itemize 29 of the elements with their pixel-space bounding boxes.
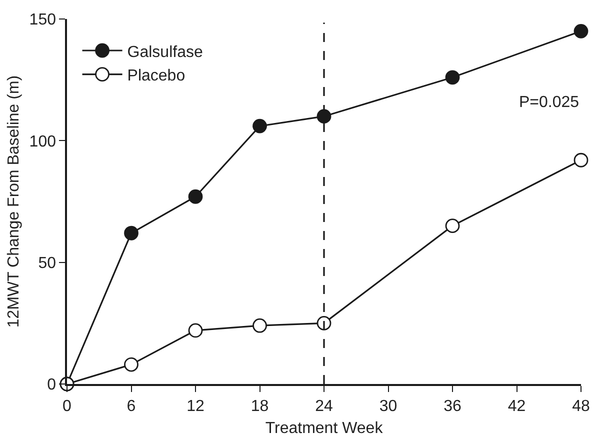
point (445, 70, 460, 85)
point (124, 226, 138, 240)
x-tick-label: 0 (62, 398, 72, 415)
point (188, 323, 203, 338)
annotation: P=0.025 (519, 94, 580, 111)
point (574, 24, 588, 38)
x-tick-label: 30 (379, 398, 398, 415)
x-axis-title: Treatment Week (265, 420, 384, 438)
y-tick-label: 150 (29, 12, 56, 29)
x-tick-label: 42 (508, 398, 526, 415)
x-tick-label: 12 (186, 398, 204, 415)
x-tick-label: 48 (572, 398, 590, 415)
point (252, 118, 267, 134)
y-tick-label: 0 (47, 376, 56, 394)
point (188, 189, 203, 204)
legend-label: Placebo (127, 68, 186, 85)
x-tick-label: 18 (250, 398, 269, 415)
x-tick-label: 36 (444, 398, 462, 415)
y-tick-label: 100 (29, 133, 56, 150)
x-tick-label: 6 (126, 398, 136, 415)
point (574, 152, 588, 168)
y-tick-label: 50 (38, 254, 56, 272)
point (124, 357, 138, 372)
x-tick-label: 24 (315, 398, 333, 415)
point (252, 318, 267, 333)
point (445, 218, 460, 234)
legend-label: Galsulfase (127, 44, 203, 61)
y-axis-title: 12MWT Change From Baseline (m) (6, 75, 23, 328)
point (316, 109, 332, 124)
